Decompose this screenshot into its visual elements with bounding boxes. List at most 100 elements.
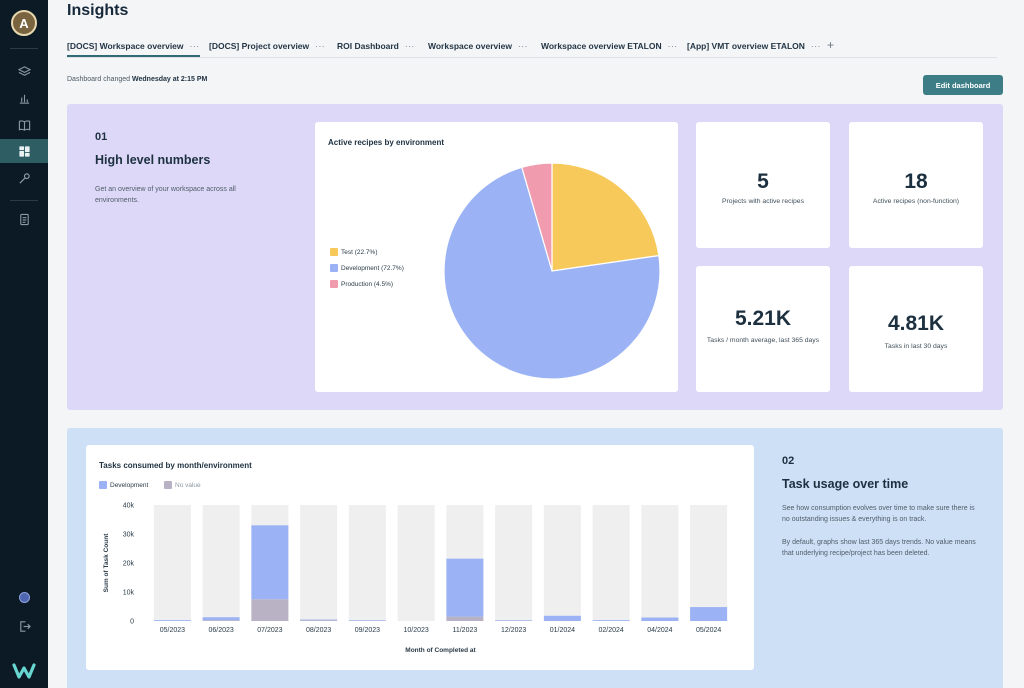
- bar-development[interactable]: [153, 620, 191, 621]
- more-icon[interactable]: ···: [404, 41, 415, 51]
- bar-background: [495, 505, 533, 621]
- avatar[interactable]: A: [11, 10, 37, 36]
- pie-slice-production[interactable]: [521, 162, 553, 272]
- tab-label: [DOCS] Project overview: [209, 41, 310, 51]
- legend-label: Development (72.7%): [341, 264, 404, 272]
- kpi-card-tasks-last-30-days: 4.81K Tasks in last 30 days: [849, 266, 983, 392]
- help-icon[interactable]: [19, 592, 30, 603]
- section-description-2: By default, graphs show last 365 days tr…: [782, 539, 976, 557]
- legend-swatch: [330, 280, 338, 288]
- more-icon[interactable]: ···: [517, 41, 528, 51]
- section-high-level-numbers: 01 High level numbers Get an overview of…: [67, 104, 1003, 410]
- sidebar-divider: [10, 200, 38, 201]
- y-tick-label: 20k: [123, 561, 135, 568]
- bar-no-value[interactable]: [202, 620, 240, 621]
- dashboard-icon[interactable]: [0, 139, 48, 163]
- x-tick-label: 04/2024: [647, 627, 672, 634]
- section-description: See how consumption evolves over time to…: [782, 505, 975, 523]
- kpi-card-active-recipes: 18 Active recipes (non-function): [849, 122, 983, 248]
- x-tick-label: 12/2023: [501, 627, 526, 634]
- bar-background: [300, 505, 338, 621]
- x-tick-label: 05/2023: [160, 627, 185, 634]
- bar-background: [153, 505, 191, 621]
- legend-label: No value: [175, 481, 201, 489]
- bar-background: [690, 505, 728, 621]
- y-tick-label: 40k: [123, 503, 135, 510]
- tab-app-vmt-overview-etalon[interactable]: [App] VMT overview ETALON ···: [687, 41, 821, 51]
- bar-background: [641, 505, 679, 621]
- layers-icon[interactable]: [0, 59, 48, 83]
- x-tick-label: 10/2023: [403, 627, 428, 634]
- bar-development[interactable]: [348, 620, 386, 621]
- legend-item-development: Development (72.7%): [330, 264, 404, 272]
- tab-docs-workspace-overview[interactable]: [DOCS] Workspace overview ···: [67, 41, 200, 57]
- x-tick-label: 11/2023: [452, 627, 477, 634]
- legend-swatch: [164, 481, 172, 489]
- book-icon[interactable]: [0, 113, 48, 137]
- bar-background: [397, 505, 435, 621]
- tab-docs-project-overview[interactable]: [DOCS] Project overview ···: [209, 41, 325, 51]
- section-title: High level numbers: [95, 153, 211, 167]
- kpi-card-tasks-month-average: 5.21K Tasks / month average, last 365 da…: [696, 266, 830, 392]
- edit-dashboard-button[interactable]: Edit dashboard: [923, 75, 1003, 95]
- section-number: 02: [782, 455, 795, 467]
- x-tick-label: 05/2024: [696, 627, 721, 634]
- bar-development[interactable]: [592, 620, 630, 621]
- more-icon[interactable]: ···: [810, 41, 821, 51]
- x-tick-label: 02/2024: [598, 627, 623, 634]
- kpi-value: 18: [904, 170, 928, 193]
- add-tab-button[interactable]: +: [827, 38, 835, 52]
- wrench-icon[interactable]: [0, 166, 48, 190]
- bar-development[interactable]: [446, 558, 484, 617]
- tab-workspace-overview[interactable]: Workspace overview ···: [428, 41, 528, 51]
- chart-title: Tasks consumed by month/environment: [99, 461, 252, 470]
- dashboard-tabs: [DOCS] Workspace overview ··· [DOCS] Proj…: [67, 38, 997, 58]
- tab-label: Workspace overview ETALON: [541, 41, 662, 51]
- bar-chart-card: Tasks consumed by month/environment Deve…: [86, 445, 754, 670]
- kpi-label: Tasks / month average, last 365 days: [706, 337, 820, 344]
- tab-workspace-overview-etalon[interactable]: Workspace overview ETALON ···: [541, 41, 678, 51]
- bar-background: [202, 505, 240, 621]
- tab-label: Workspace overview: [428, 41, 512, 51]
- kpi-value: 5.21K: [734, 307, 792, 330]
- bar-chart-icon[interactable]: [0, 86, 48, 110]
- more-icon[interactable]: ···: [189, 41, 200, 51]
- dashboard-changed-text: Dashboard changed Wednesday at 2:15 PM: [67, 76, 207, 83]
- tab-roi-dashboard[interactable]: ROI Dashboard ···: [337, 41, 415, 51]
- bar-no-value[interactable]: [446, 616, 484, 621]
- more-icon[interactable]: ···: [667, 41, 678, 51]
- y-axis-label: Sum of Task Count: [103, 533, 110, 593]
- bar-development[interactable]: [251, 525, 289, 600]
- legend-label: Development: [110, 481, 149, 489]
- bar-development[interactable]: [495, 620, 533, 621]
- section-title: Task usage over time: [782, 477, 909, 491]
- pie-chart-card: Active recipes by environment Test (22.7…: [315, 122, 678, 392]
- bar-no-value[interactable]: [300, 620, 338, 621]
- legend-swatch: [99, 481, 107, 489]
- bar-development[interactable]: [202, 617, 240, 621]
- x-tick-label: 09/2023: [355, 627, 380, 634]
- bar-development[interactable]: [300, 619, 338, 621]
- bar-development[interactable]: [543, 615, 581, 621]
- kpi-card-projects: 5 Projects with active recipes: [696, 122, 830, 248]
- changed-prefix: Dashboard changed: [67, 76, 131, 83]
- pie-slice-development[interactable]: [443, 166, 661, 380]
- page-title: Insights: [67, 2, 129, 19]
- chart-title: Active recipes by environment: [328, 138, 445, 147]
- avatar-initial: A: [19, 15, 29, 31]
- kpi-value: 5: [757, 170, 769, 193]
- pie-slice-test[interactable]: [551, 162, 660, 272]
- workato-logo-icon: [12, 663, 36, 679]
- kpi-label: Active recipes (non-function): [872, 198, 960, 205]
- document-icon[interactable]: [0, 207, 48, 231]
- sidebar-divider: [10, 48, 38, 49]
- legend-item-development: Development: [99, 481, 148, 489]
- sidebar: A: [0, 0, 48, 688]
- more-icon[interactable]: ···: [315, 41, 326, 51]
- bar-development[interactable]: [690, 607, 728, 621]
- logout-icon[interactable]: [0, 614, 48, 638]
- tab-label: [DOCS] Workspace overview: [67, 41, 184, 51]
- bar-development[interactable]: [641, 617, 679, 621]
- legend-item-production: Production (4.5%): [330, 280, 393, 288]
- bar-no-value[interactable]: [251, 599, 289, 621]
